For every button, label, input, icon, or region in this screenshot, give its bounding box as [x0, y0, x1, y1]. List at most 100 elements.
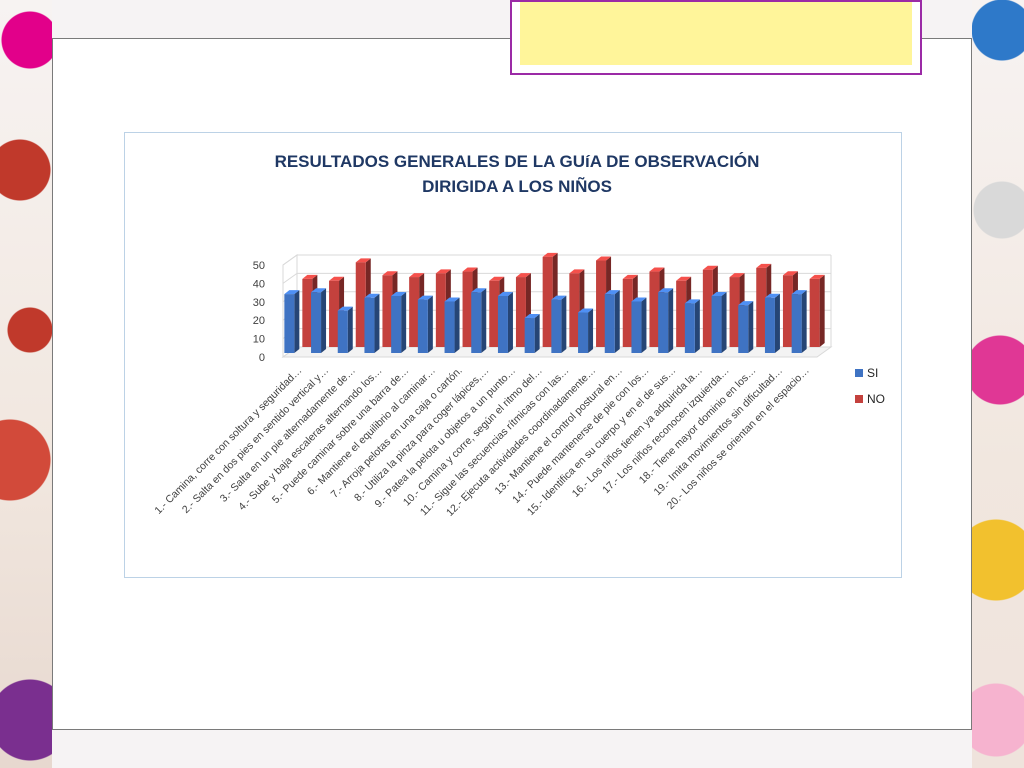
bar-no-top — [569, 269, 585, 274]
bar-no — [702, 269, 713, 347]
bar-no — [729, 277, 740, 347]
bar-si-side — [748, 301, 754, 353]
bar-no — [809, 278, 820, 347]
bar-no — [329, 280, 340, 347]
bar-chart: RESULTADOS GENERALES DE LA GUíA DE OBSER… — [152, 152, 885, 519]
bar-si-top — [551, 295, 567, 300]
y-tick-label: 0 — [259, 352, 265, 364]
right-decorative-border — [972, 0, 1024, 768]
bar-si-top — [791, 290, 807, 295]
bar-si — [444, 301, 455, 353]
bar-no-top — [542, 252, 558, 257]
bar-si-side — [294, 290, 300, 353]
bar-no — [382, 275, 393, 347]
bar-si-top — [364, 293, 380, 298]
bar-si-top — [738, 301, 754, 306]
bar-si-side — [561, 295, 567, 353]
y-tick-label: 50 — [253, 260, 265, 272]
bar-si — [417, 299, 428, 353]
bar-si — [578, 312, 589, 353]
bar-no — [462, 271, 473, 347]
bar-si-top — [444, 297, 460, 302]
bar-si-side — [454, 297, 460, 353]
bar-si-top — [524, 314, 540, 319]
bar-si-side — [401, 291, 407, 353]
bar-si — [631, 301, 642, 353]
bar-si-side — [321, 288, 327, 353]
bar-no — [676, 280, 687, 347]
chart-title: RESULTADOS GENERALES DE LA GUíA DE OBSER… — [275, 152, 760, 171]
bar-si-top — [337, 306, 353, 311]
bar-si-side — [721, 291, 727, 353]
bar-no — [756, 267, 767, 347]
bar-no-top — [302, 274, 318, 279]
bar-si — [471, 292, 482, 353]
chart-subtitle: DIRIGIDA A LOS NIÑOS — [422, 176, 612, 196]
bar-si-side — [507, 291, 513, 353]
bar-no — [782, 275, 793, 347]
bar-si — [684, 303, 695, 353]
bar-no — [355, 262, 366, 347]
yellow-note-fill — [520, 2, 912, 65]
chart-frame: RESULTADOS GENERALES DE LA GUíA DE OBSER… — [124, 132, 902, 578]
bottom-decorative-border — [52, 730, 972, 768]
bar-si-top — [417, 295, 433, 300]
bar-si-side — [614, 290, 620, 353]
bar-si — [791, 294, 802, 353]
bar-no-top — [596, 256, 612, 261]
bar-si-side — [374, 293, 380, 353]
bar-no — [489, 280, 500, 347]
legend-swatch-si — [855, 369, 863, 377]
bar-no-top — [329, 276, 345, 281]
bar-si-side — [427, 295, 433, 353]
bar-si — [364, 297, 375, 353]
yellow-note-box — [510, 0, 922, 75]
bar-si-side — [694, 299, 700, 353]
bar-si-side — [534, 314, 540, 353]
gridline-side — [282, 272, 298, 284]
bar-no-top — [756, 263, 772, 268]
y-tick-label: 40 — [253, 278, 265, 290]
bar-no — [542, 256, 553, 347]
bar-no-top — [462, 267, 478, 272]
bar-si — [311, 292, 322, 353]
bar-no — [435, 273, 446, 347]
bar-no-side — [819, 274, 825, 347]
bar-si — [658, 292, 669, 353]
bar-si-top — [471, 288, 487, 293]
legend-label-si: SI — [867, 366, 878, 380]
bar-si-side — [668, 288, 674, 353]
bar-no — [622, 278, 633, 347]
bar-si — [711, 295, 722, 353]
bar-no-top — [676, 276, 692, 281]
bar-si-side — [801, 290, 807, 353]
bar-si-top — [497, 291, 513, 296]
bar-si-top — [711, 291, 727, 296]
bar-no-top — [649, 267, 665, 272]
bar-no-top — [622, 274, 638, 279]
gridline-side — [282, 254, 298, 266]
legend-label-no: NO — [867, 392, 885, 406]
bar-no-top — [515, 273, 531, 278]
bar-no — [596, 260, 607, 347]
bar-no-top — [809, 274, 825, 279]
bar-si — [604, 294, 615, 353]
bar-no-top — [382, 271, 398, 276]
left-decorative-border — [0, 0, 52, 768]
bar-si-top — [764, 293, 780, 298]
y-tick-label: 30 — [253, 297, 265, 309]
bar-si — [738, 305, 749, 353]
bar-no-top — [729, 273, 745, 278]
bar-si — [497, 295, 508, 353]
bar-no — [302, 278, 313, 347]
bar-si-top — [631, 297, 647, 302]
bar-si-top — [578, 308, 594, 313]
bar-si-side — [774, 293, 780, 353]
bar-si-top — [284, 290, 300, 295]
bar-si-top — [391, 291, 407, 296]
bar-no-top — [435, 269, 451, 274]
bar-si-side — [481, 288, 487, 353]
bar-no-top — [702, 265, 718, 270]
bar-si — [337, 310, 348, 353]
